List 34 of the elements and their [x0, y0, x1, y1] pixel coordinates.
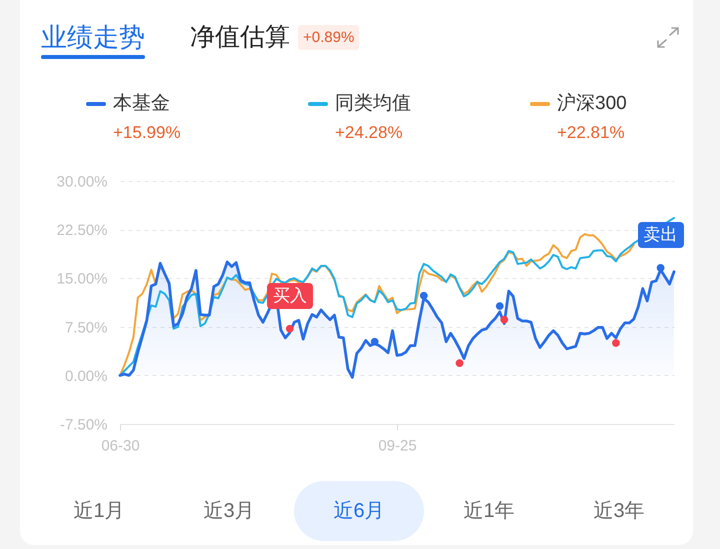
- callout: 买入: [266, 282, 313, 309]
- x-tick-label: 09-25: [378, 438, 417, 454]
- text: +22.81%: [557, 122, 625, 144]
- x-tick-label: 06-30: [101, 438, 140, 454]
- point: [420, 292, 428, 300]
- y-tick-label: -7.50%: [60, 416, 108, 434]
- chart-title: 业绩走势: [41, 22, 145, 52]
- point: [496, 302, 504, 310]
- point: [456, 359, 464, 367]
- y-tick-label: 30.00%: [56, 174, 108, 190]
- text: +24.28%: [335, 122, 403, 144]
- text: 近3年: [592, 499, 646, 524]
- text: 近1年: [462, 499, 516, 524]
- legend-label: 本基金: [113, 92, 170, 116]
- point: [370, 338, 379, 346]
- line-series: [119, 216, 675, 376]
- y-tick-label: 0.00%: [64, 368, 108, 385]
- text: 净值估算: [190, 22, 290, 52]
- legend-label: 沪深300: [557, 92, 627, 116]
- text: +15.99%: [113, 122, 181, 144]
- legend-label: 同类均值: [335, 92, 411, 116]
- point: [500, 316, 508, 324]
- y-tick-label: 15.00%: [56, 270, 108, 288]
- change-badge: +0.89%: [298, 25, 360, 50]
- y-tick-label: 7.50%: [64, 319, 108, 336]
- text: 近6月: [332, 499, 386, 524]
- text: 近1月: [72, 499, 126, 524]
- point: [286, 324, 294, 333]
- point: [656, 264, 664, 272]
- y-tick-label: 22.50%: [56, 222, 108, 240]
- text: 近3月: [202, 499, 256, 524]
- callout: 卖出: [638, 222, 684, 248]
- point: [612, 339, 620, 347]
- line-series: [119, 233, 635, 376]
